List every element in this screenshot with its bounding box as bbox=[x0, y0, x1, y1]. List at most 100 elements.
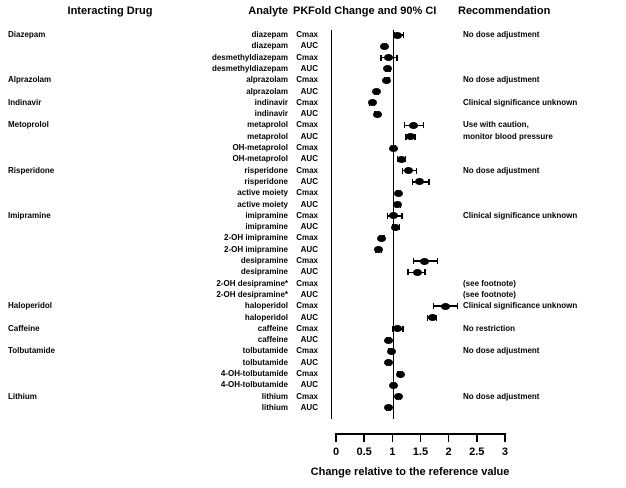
data-point-marker bbox=[383, 54, 393, 62]
data-point-marker bbox=[374, 246, 384, 254]
row-analyte-label: desmethyldiazepam bbox=[211, 63, 288, 73]
x-axis-tick-label: 0.5 bbox=[356, 446, 372, 458]
ci-cap-right bbox=[414, 133, 416, 140]
row-drug-label: Indinavir bbox=[8, 97, 42, 107]
row-pk-label: Cmax bbox=[296, 256, 318, 265]
row-recommendation-label: No dose adjustment bbox=[463, 391, 540, 401]
row-analyte-label: 2-OH desipramine* bbox=[216, 289, 288, 299]
ci-cap-right bbox=[396, 54, 398, 61]
row-analyte-label: 2-OH imipramine bbox=[223, 244, 288, 254]
data-point-marker bbox=[372, 88, 382, 95]
row-analyte-label: tolbutamide bbox=[242, 357, 288, 367]
data-point-marker bbox=[392, 325, 402, 333]
x-axis-tick bbox=[476, 433, 478, 442]
data-point-marker bbox=[393, 393, 403, 401]
row-pk-label: Cmax bbox=[296, 369, 318, 378]
row-analyte-label: 4-OH-tolbutamide bbox=[220, 380, 288, 390]
row-recommendation-label: No dose adjustment bbox=[463, 75, 540, 85]
row-pk-label: Cmax bbox=[296, 120, 318, 130]
data-point-marker bbox=[405, 133, 415, 141]
row-analyte-label: haloperidol bbox=[244, 312, 288, 322]
row-recommendation-label: Use with caution, bbox=[463, 120, 529, 130]
row-analyte-label: metaprolol bbox=[247, 131, 288, 141]
column-header-fold-change: Fold Change and 90% CI bbox=[308, 5, 437, 17]
x-axis-tick bbox=[363, 433, 365, 442]
ci-cap-left bbox=[403, 122, 405, 129]
row-recommendation-label: Clinical significance unknown bbox=[463, 210, 578, 220]
row-analyte-label: tolbutamide bbox=[242, 346, 288, 356]
row-analyte-label: desipramine bbox=[240, 267, 288, 277]
data-point-marker bbox=[391, 223, 401, 231]
row-pk-label: AUC bbox=[300, 402, 318, 412]
ci-cap-left bbox=[380, 54, 382, 61]
ci-cap-left bbox=[401, 167, 404, 174]
row-pk-label: AUC bbox=[300, 335, 318, 345]
data-point-marker bbox=[367, 99, 377, 107]
ci-cap-right bbox=[428, 178, 430, 185]
row-pk-label: Cmax bbox=[296, 75, 318, 85]
x-axis-tick-label: 0 bbox=[332, 446, 340, 458]
row-analyte-label: alprazolam bbox=[246, 86, 288, 96]
x-axis-tick bbox=[504, 433, 506, 442]
data-point-marker bbox=[386, 347, 396, 355]
row-analyte-label: OH-metaprolol bbox=[232, 154, 288, 164]
row-analyte-label: imipramine bbox=[245, 222, 288, 232]
row-recommendation-label: Clinical significance unknown bbox=[463, 97, 578, 107]
ci-cap-left bbox=[407, 269, 409, 276]
row-pk-label: AUC bbox=[300, 86, 318, 96]
data-point-marker bbox=[379, 42, 389, 50]
row-pk-label: AUC bbox=[300, 154, 318, 164]
row-pk-label: AUC bbox=[300, 176, 318, 186]
row-pk-label: AUC bbox=[300, 222, 318, 232]
ci-cap-right bbox=[436, 314, 438, 321]
ci-cap-right bbox=[415, 167, 418, 174]
ci-cap-left bbox=[412, 258, 414, 264]
row-pk-label: Cmax bbox=[296, 165, 318, 175]
row-drug-label: Imipramine bbox=[8, 210, 51, 220]
row-analyte-label: risperidone bbox=[244, 165, 288, 175]
row-analyte-label: 2-OH imipramine bbox=[223, 233, 288, 243]
row-drug-label: Lithium bbox=[8, 391, 37, 401]
row-drug-label: Haloperidol bbox=[8, 301, 53, 311]
row-analyte-label: diazepam bbox=[251, 41, 288, 51]
row-pk-label: Cmax bbox=[296, 323, 318, 333]
row-pk-label: Cmax bbox=[296, 233, 318, 243]
row-recommendation-label: Clinical significance unknown bbox=[463, 301, 578, 311]
data-point-marker bbox=[415, 178, 425, 186]
row-analyte-label: diazepam bbox=[251, 30, 288, 39]
row-pk-label: Cmax bbox=[296, 346, 318, 356]
row-analyte-label: indinavir bbox=[254, 97, 288, 107]
row-analyte-label: haloperidol bbox=[244, 301, 288, 311]
row-pk-label: AUC bbox=[300, 199, 318, 209]
x-axis-tick bbox=[447, 433, 450, 442]
row-analyte-label: active moiety bbox=[237, 199, 288, 209]
x-axis-tick-label: 2.5 bbox=[469, 446, 485, 458]
row-pk-label: AUC bbox=[300, 63, 318, 73]
row-analyte-label: lithium bbox=[261, 402, 288, 412]
row-analyte-label: caffeine bbox=[257, 335, 288, 345]
data-point-marker bbox=[393, 201, 403, 208]
data-point-marker bbox=[441, 302, 451, 310]
row-pk-label: AUC bbox=[300, 312, 318, 322]
row-pk-label: AUC bbox=[300, 267, 318, 277]
row-analyte-label: OH-metaprolol bbox=[232, 143, 288, 152]
data-point-marker bbox=[420, 257, 430, 265]
ci-cap-right bbox=[436, 258, 439, 264]
row-analyte-label: alprazolam bbox=[246, 75, 288, 85]
row-analyte-label: metaprolol bbox=[247, 120, 288, 130]
row-drug-label: Tolbutamide bbox=[8, 346, 55, 356]
row-pk-label: Cmax bbox=[296, 97, 318, 107]
row-drug-label: Diazepam bbox=[8, 30, 46, 39]
x-axis-tick bbox=[335, 433, 337, 442]
row-drug-label: Caffeine bbox=[8, 323, 40, 333]
row-pk-label: AUC bbox=[300, 244, 318, 254]
row-recommendation-label: No restriction bbox=[463, 323, 516, 333]
row-recommendation-label: (see footnote) bbox=[463, 289, 516, 299]
row-analyte-label: desmethyldiazepam bbox=[211, 52, 288, 62]
row-pk-label: AUC bbox=[300, 109, 318, 119]
row-pk-label: Cmax bbox=[296, 391, 318, 401]
data-point-marker bbox=[393, 31, 403, 39]
row-recommendation-label: No dose adjustment bbox=[463, 165, 540, 175]
ci-cap-right bbox=[422, 122, 424, 129]
